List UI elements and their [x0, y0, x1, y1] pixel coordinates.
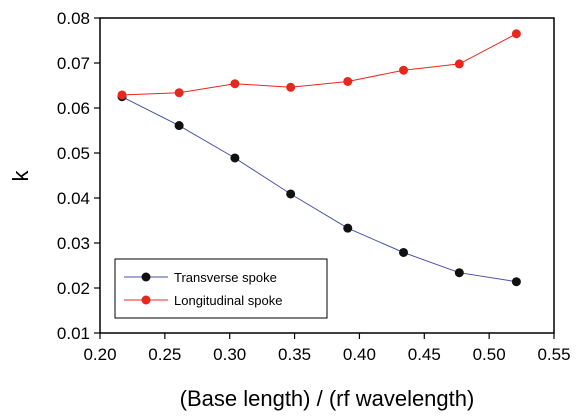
data-point-transverse-spoke — [454, 268, 464, 278]
legend-marker-longitudinal — [141, 295, 151, 305]
data-point-longitudinal-spoke — [399, 65, 409, 75]
x-tick-label: 0.20 — [83, 345, 116, 364]
x-tick-label: 0.50 — [473, 345, 506, 364]
data-point-longitudinal-spoke — [343, 76, 353, 86]
data-point-longitudinal-spoke — [286, 82, 296, 92]
data-point-longitudinal-spoke — [230, 79, 240, 89]
axis-ticks: 0.20 0.25 0.30 0.35 0.40 0.45 0.50 0.55 0.01 0.02… — [57, 9, 571, 364]
y-tick-label: 0.02 — [57, 279, 90, 298]
data-point-longitudinal-spoke — [511, 29, 521, 39]
y-tick-label: 0.03 — [57, 234, 90, 253]
x-tick-label: 0.25 — [148, 345, 181, 364]
x-axis-title: (Base length) / (rf wavelength) — [180, 386, 475, 411]
data-point-transverse-spoke — [511, 277, 521, 287]
y-tick-label: 0.04 — [57, 189, 90, 208]
data-point-transverse-spoke — [399, 247, 409, 257]
y-tick-label: 0.08 — [57, 9, 90, 28]
y-axis-title: k — [8, 170, 33, 182]
data-point-transverse-spoke — [230, 153, 240, 163]
x-tick-label: 0.45 — [408, 345, 441, 364]
x-tick-label: 0.55 — [537, 345, 570, 364]
y-tick-label: 0.05 — [57, 144, 90, 163]
x-tick-label: 0.30 — [213, 345, 246, 364]
y-tick-label: 0.06 — [57, 99, 90, 118]
data-point-longitudinal-spoke — [174, 88, 184, 98]
legend-label-transverse: Transverse spoke — [174, 270, 277, 285]
y-tick-label: 0.07 — [57, 54, 90, 73]
legend-box — [114, 258, 328, 319]
data-point-longitudinal-spoke — [117, 90, 127, 100]
legend-marker-transverse — [141, 272, 151, 282]
data-point-transverse-spoke — [286, 189, 296, 199]
y-tick-label: 0.01 — [57, 324, 90, 343]
x-tick-label: 0.40 — [343, 345, 376, 364]
legend-label-longitudinal: Longitudinal spoke — [174, 293, 282, 308]
series-line-transverse-spoke — [121, 96, 517, 283]
legend: Transverse spoke Longitudinal spoke — [114, 258, 328, 319]
x-tick-label: 0.35 — [278, 345, 311, 364]
plot-frame — [99, 17, 555, 334]
series-line-longitudinal-spoke — [122, 33, 517, 96]
series-layer — [117, 29, 521, 287]
data-point-transverse-spoke — [174, 121, 184, 131]
data-point-longitudinal-spoke — [454, 59, 464, 69]
data-point-transverse-spoke — [343, 223, 353, 233]
